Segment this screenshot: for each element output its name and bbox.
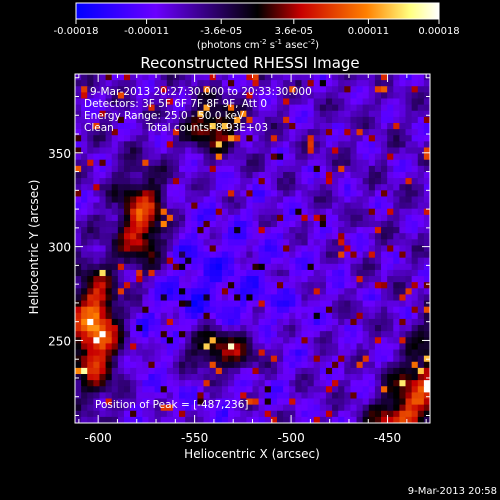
colorbar: -0.00018 -0.00011 -3.6e-05 3.6e-05 0.00011 0.… — [54, 2, 460, 51]
annotation-block: 9-Mar-2013 20:27:30.000 to 20:33:30.000 … — [84, 86, 312, 411]
y-tick-label: 300 — [48, 241, 71, 255]
x-tick-label: -500 — [277, 431, 304, 445]
x-tick-label: -550 — [181, 431, 208, 445]
annotation-clean: Clean — [84, 122, 114, 134]
annotation-energy-range: Energy Range: 25.0 - 50.0 keV — [84, 110, 245, 122]
colorbar-tick-label: 0.00011 — [348, 26, 389, 37]
colorbar-tick-label: 3.6e-05 — [275, 26, 313, 37]
heatmap-image — [75, 74, 430, 423]
x-tick-label: -600 — [85, 431, 112, 445]
y-tick-label: 350 — [48, 147, 71, 161]
y-tick-label: 250 — [48, 334, 71, 348]
colorbar-tick-label: -0.00011 — [124, 26, 169, 37]
colorbar-tick-label: -0.00018 — [54, 26, 99, 37]
colorbar-unit-label: (photons cm-2 s-1 asec-2) — [197, 38, 319, 51]
y-axis: 250 300 350 — [48, 77, 430, 416]
annotation-total-counts: Total counts: 8.93E+03 — [145, 122, 268, 134]
x-axis-label: Heliocentric X (arcsec) — [184, 447, 320, 461]
annotation-peak-position: Position of Peak = [-487,236] — [95, 399, 249, 411]
chart-title: Reconstructed RHESSI Image — [140, 54, 359, 72]
y-axis-label: Heliocentric Y (arcsec) — [27, 180, 41, 315]
x-tick-label: -450 — [374, 431, 401, 445]
x-axis: -600 -550 -500 -450 — [78, 74, 427, 445]
colorbar-tick-label: 0.00018 — [418, 26, 459, 37]
annotation-detectors: Detectors: 3F 5F 6F 7F 8F 9F, Att 0 — [84, 98, 267, 110]
annotation-time-range: 9-Mar-2013 20:27:30.000 to 20:33:30.000 — [90, 86, 312, 98]
colorbar-tick-label: -3.6e-05 — [200, 26, 242, 37]
colorbar-gradient — [75, 2, 440, 20]
footer-timestamp: 9-Mar-2013 20:58 — [408, 486, 497, 497]
